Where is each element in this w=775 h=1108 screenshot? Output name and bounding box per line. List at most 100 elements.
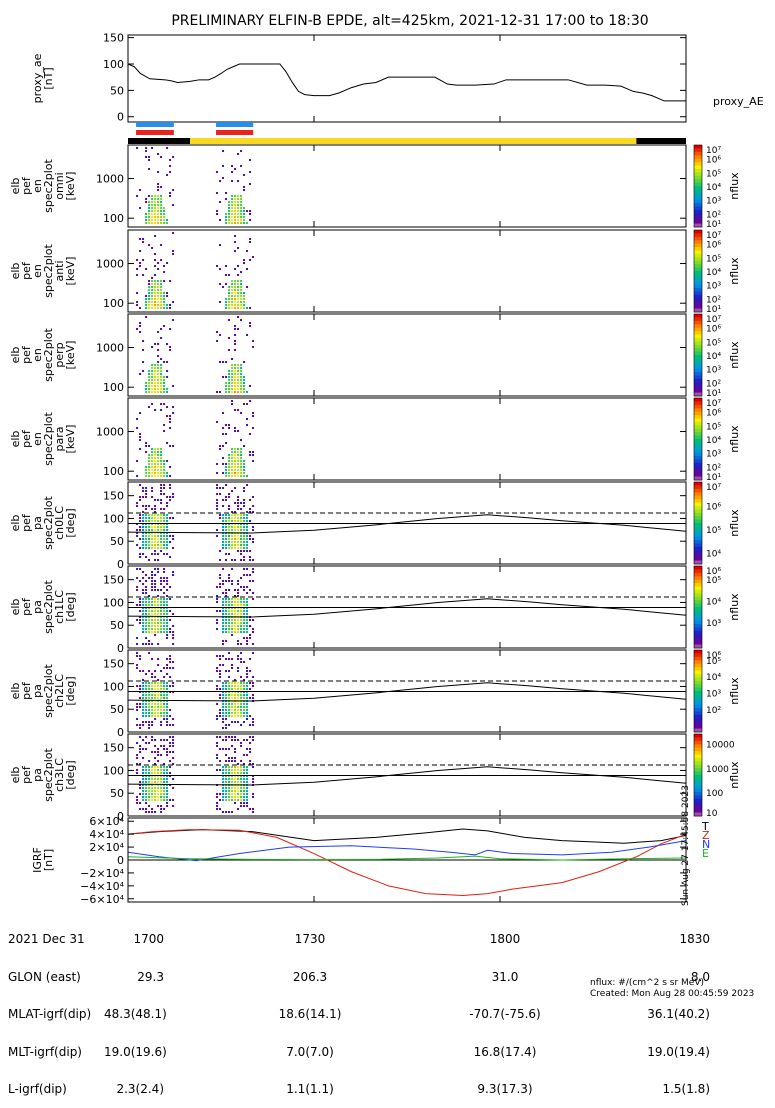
spectrogram-cell [169,556,172,558]
spectrogram-cell [237,607,240,609]
spectrogram-cell [154,811,157,813]
spectrogram-cell [154,703,157,705]
spectrogram-cell [169,517,172,519]
spectrogram-cell [225,265,228,267]
spectrogram-cell [225,718,228,720]
spectrogram-cell [163,535,166,537]
spectrogram-cell [225,595,228,597]
spectrogram-cell [225,769,228,771]
spectrogram-cell [160,628,163,630]
spec1-ylabel: spec2plot [42,159,55,213]
spec5-ylabel: [deg] [64,508,77,537]
spec7-ylabel: ch2LC [53,674,66,708]
spectrogram-cell [225,790,228,792]
spectrogram-cell [240,715,243,717]
colorbar-frame [693,229,703,313]
spectrogram-cell [151,391,154,393]
spectrogram-cell [222,607,225,609]
spectrogram-cell [231,201,234,203]
spectrogram-cell [243,304,246,306]
spectrogram-cell [228,604,231,606]
spectrogram-cell [240,301,243,303]
spectrogram-cell [145,295,148,297]
colorbar-segment [694,778,702,783]
spectrogram-cell [234,628,237,630]
spectrogram-cell [246,592,249,594]
spectrogram-cell [145,613,148,615]
spectrogram-cell [234,757,237,759]
spectrogram-cell [243,694,246,696]
spectrogram-cell [234,198,237,200]
spectrogram-cell [157,216,160,218]
spectrogram-cell [154,301,157,303]
spectrogram-cell [231,778,234,780]
spectrogram-cell [139,688,142,690]
spectrogram-cell [151,616,154,618]
spectrogram-cell [240,781,243,783]
spectrogram-cell [219,301,222,303]
spectrogram-cell [237,364,240,366]
spectrogram-cell [234,589,237,591]
spectrogram-cell [225,298,228,300]
spectrogram-cell [151,532,154,534]
spectrogram-cell [216,754,219,756]
spectrogram-cell [240,198,243,200]
spectrogram-cell [249,238,252,240]
spectrogram-cell [228,289,231,291]
spectrogram-cell [234,721,237,723]
spectrogram-cell [166,526,169,528]
spectrogram-cell [145,580,148,582]
spectrogram-cell [237,523,240,525]
spectrogram-cell [231,466,234,468]
spectrogram-cell [145,637,148,639]
colorbar-segment [694,704,702,709]
spectrogram-cell [237,304,240,306]
spectrogram-cell [240,697,243,699]
spectrogram-cell [225,529,228,531]
spectrogram-cell [246,775,249,777]
spectrogram-cell [231,511,234,513]
colorbar-tick-label: 10⁵ [706,526,721,536]
spectrogram-cell [142,700,145,702]
spectrogram-cell [163,361,166,363]
spectrogram-cell [222,592,225,594]
igrf-series-T [127,828,687,844]
spectrogram-cell [237,721,240,723]
spectrogram-cell [237,210,240,212]
colorbar-segment [694,656,702,661]
spectrogram-cell [234,595,237,597]
spectrogram-cell [237,691,240,693]
spectrogram-cell [249,307,252,309]
spectrogram-cell [246,670,249,672]
igrf-ytick-label: −4×10⁴ [80,880,124,893]
spectrogram-cell [169,466,172,468]
spectrogram-cell [240,694,243,696]
spectrogram-cell [225,631,228,633]
spectrogram-cell [169,195,172,197]
spectrogram-cell [163,529,166,531]
spectrogram-cell [154,613,157,615]
spectrogram-cell [157,331,160,333]
spectrogram-cell [243,526,246,528]
spectrogram-cell [148,210,151,212]
spectrogram-cell [237,286,240,288]
spectrogram-cell [148,222,151,224]
spectrogram-cell [148,280,151,282]
spectrogram-cell [228,460,231,462]
spec8-ylabel: [deg] [64,760,77,789]
spectrogram-cell [166,700,169,702]
spectrogram-cell [234,168,237,170]
spectrogram-cell [234,538,237,540]
spectrogram-cell [160,280,163,282]
spectrogram-cell [243,186,246,188]
colorbar-segment [694,812,702,817]
chart-title: PRELIMINARY ELFIN-B EPDE, alt=425km, 202… [171,13,648,29]
spectrogram-cell [237,763,240,765]
spectrogram-cell [225,424,228,426]
spectrogram-cell [163,430,166,432]
colorbar-segment [694,408,702,413]
spectrogram-cell [160,451,163,453]
spectrogram-cell [225,517,228,519]
spectrogram-cell [231,367,234,369]
